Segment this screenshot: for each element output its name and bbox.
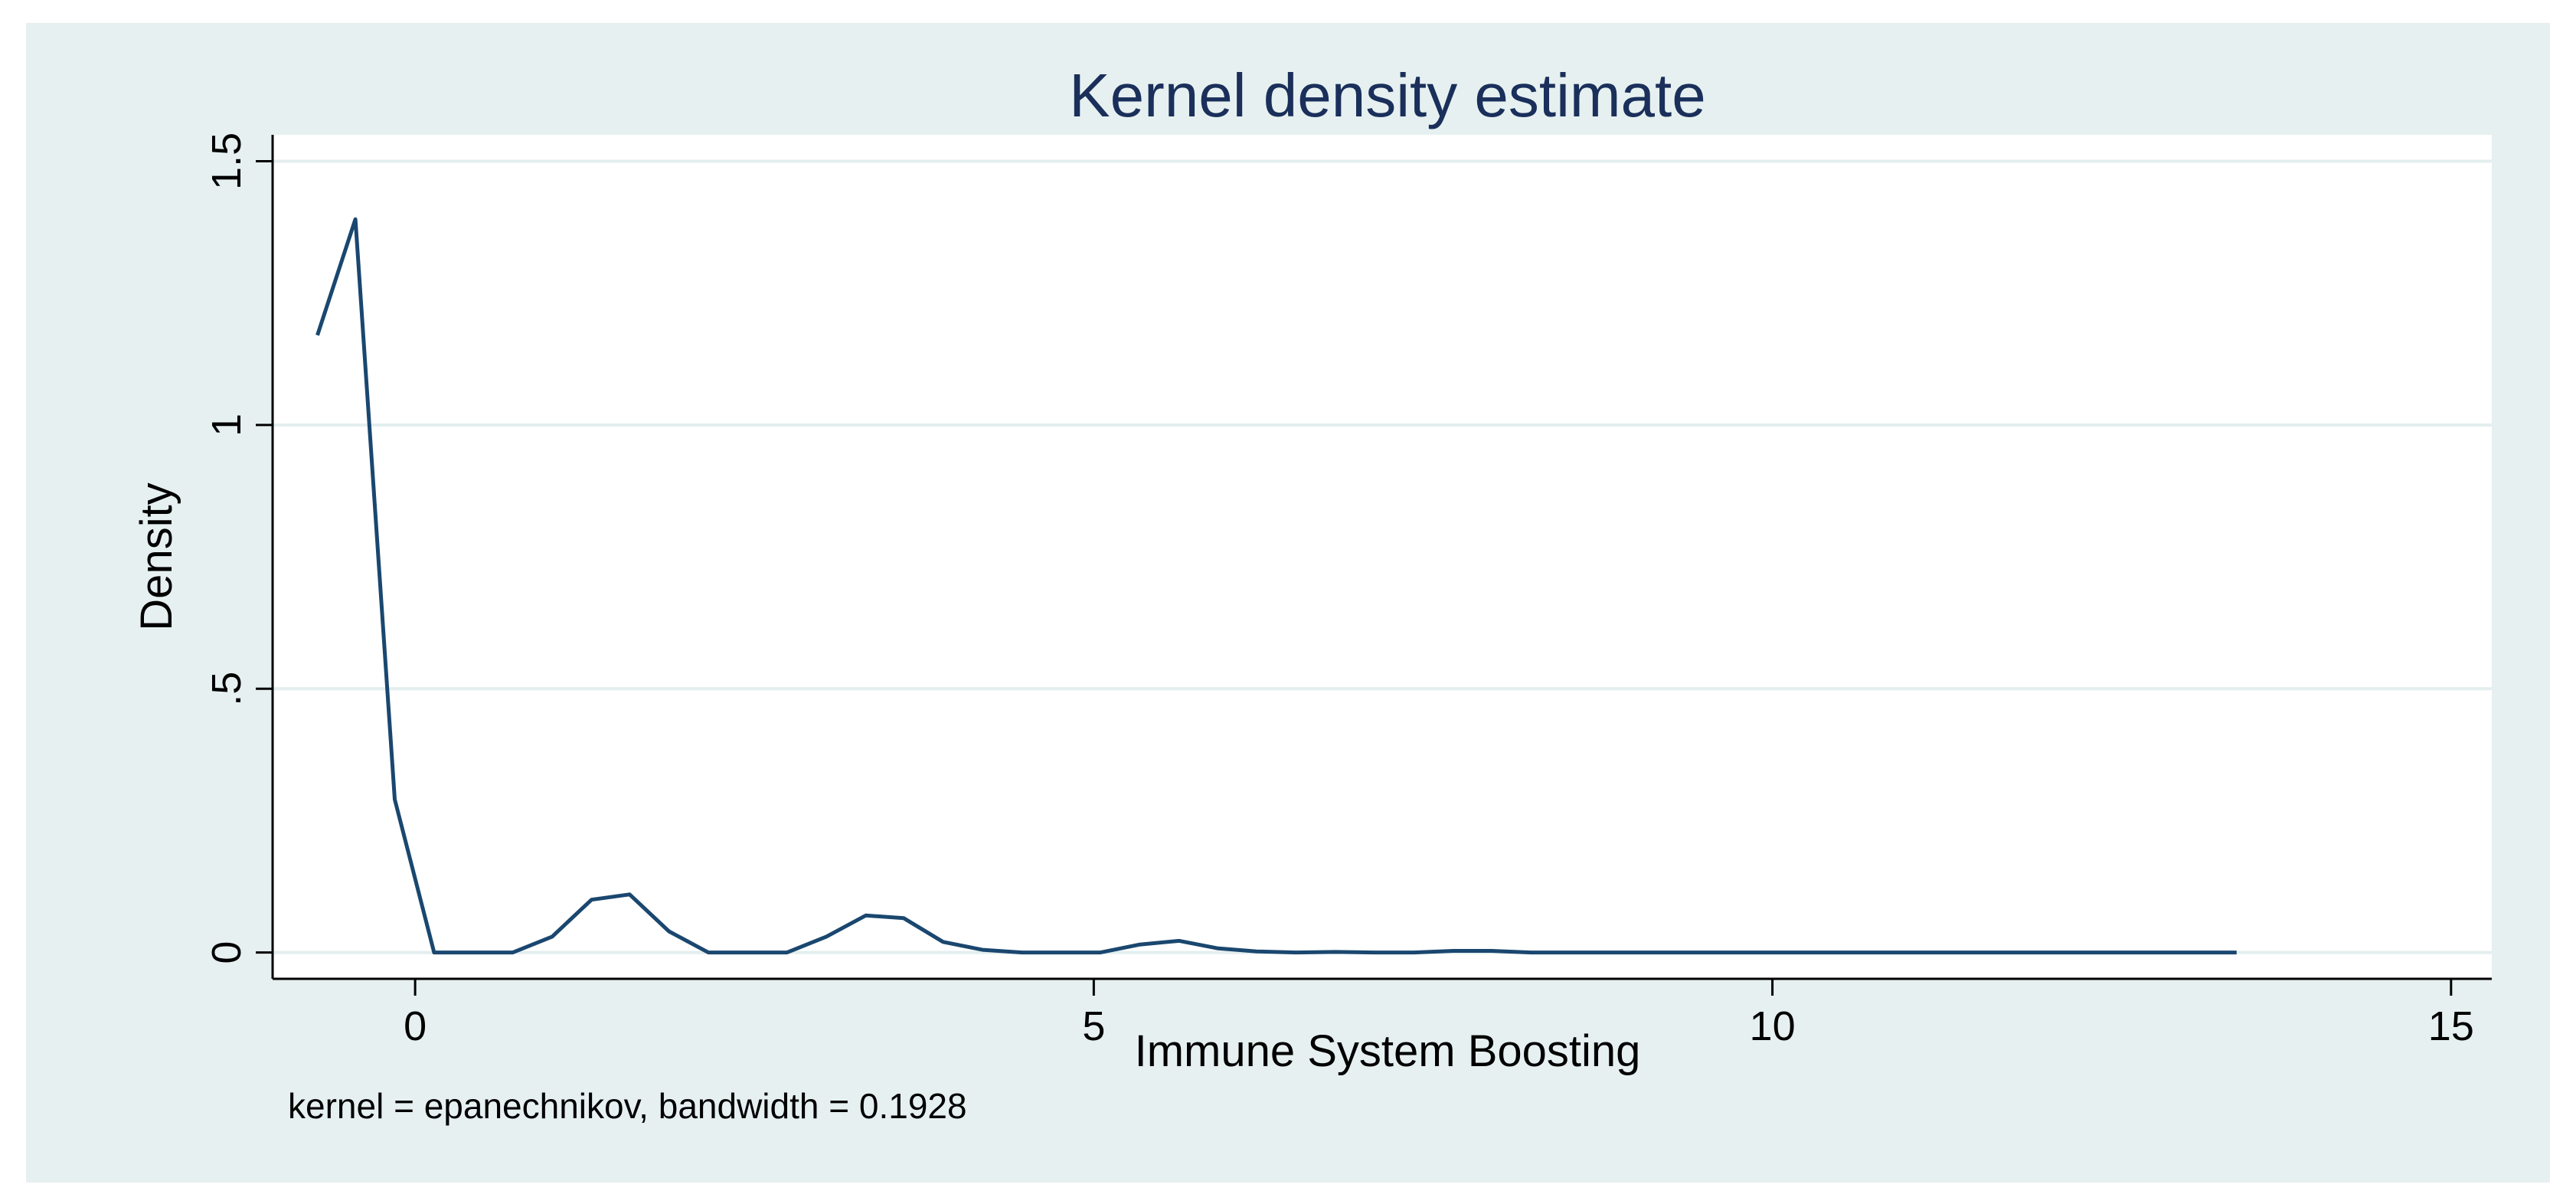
chart-frame: 0 .5 1 1.5 0 5 10 15 Kernel density estimate I…	[26, 23, 2550, 1183]
x-axis-title: Immune System Boosting	[1135, 1026, 1641, 1076]
x-tick-label: 0	[404, 1003, 427, 1049]
chart-title: Kernel density estimate	[1069, 61, 1706, 129]
x-ticks: 0 5 10 15	[404, 979, 2474, 1049]
axes	[271, 135, 2492, 980]
y-tick-label: 1	[204, 414, 250, 437]
density-line	[315, 217, 2237, 955]
y-axis-title: Density	[132, 483, 181, 630]
y-tick-label: 1.5	[204, 133, 250, 190]
plot-area	[273, 135, 2492, 979]
kernel-note: kernel = epanechnikov, bandwidth = 0.192…	[288, 1086, 967, 1126]
y-ticks: 0 .5 1 1.5	[204, 133, 273, 964]
density-chart: 0 .5 1 1.5 0 5 10 15 Kernel density estimate I…	[132, 61, 2492, 1126]
x-tick-label: 5	[1082, 1003, 1105, 1049]
y-tick-label: .5	[204, 672, 250, 706]
x-tick-label: 15	[2428, 1003, 2474, 1049]
x-tick-label: 10	[1750, 1003, 1796, 1049]
y-tick-label: 0	[204, 941, 250, 964]
